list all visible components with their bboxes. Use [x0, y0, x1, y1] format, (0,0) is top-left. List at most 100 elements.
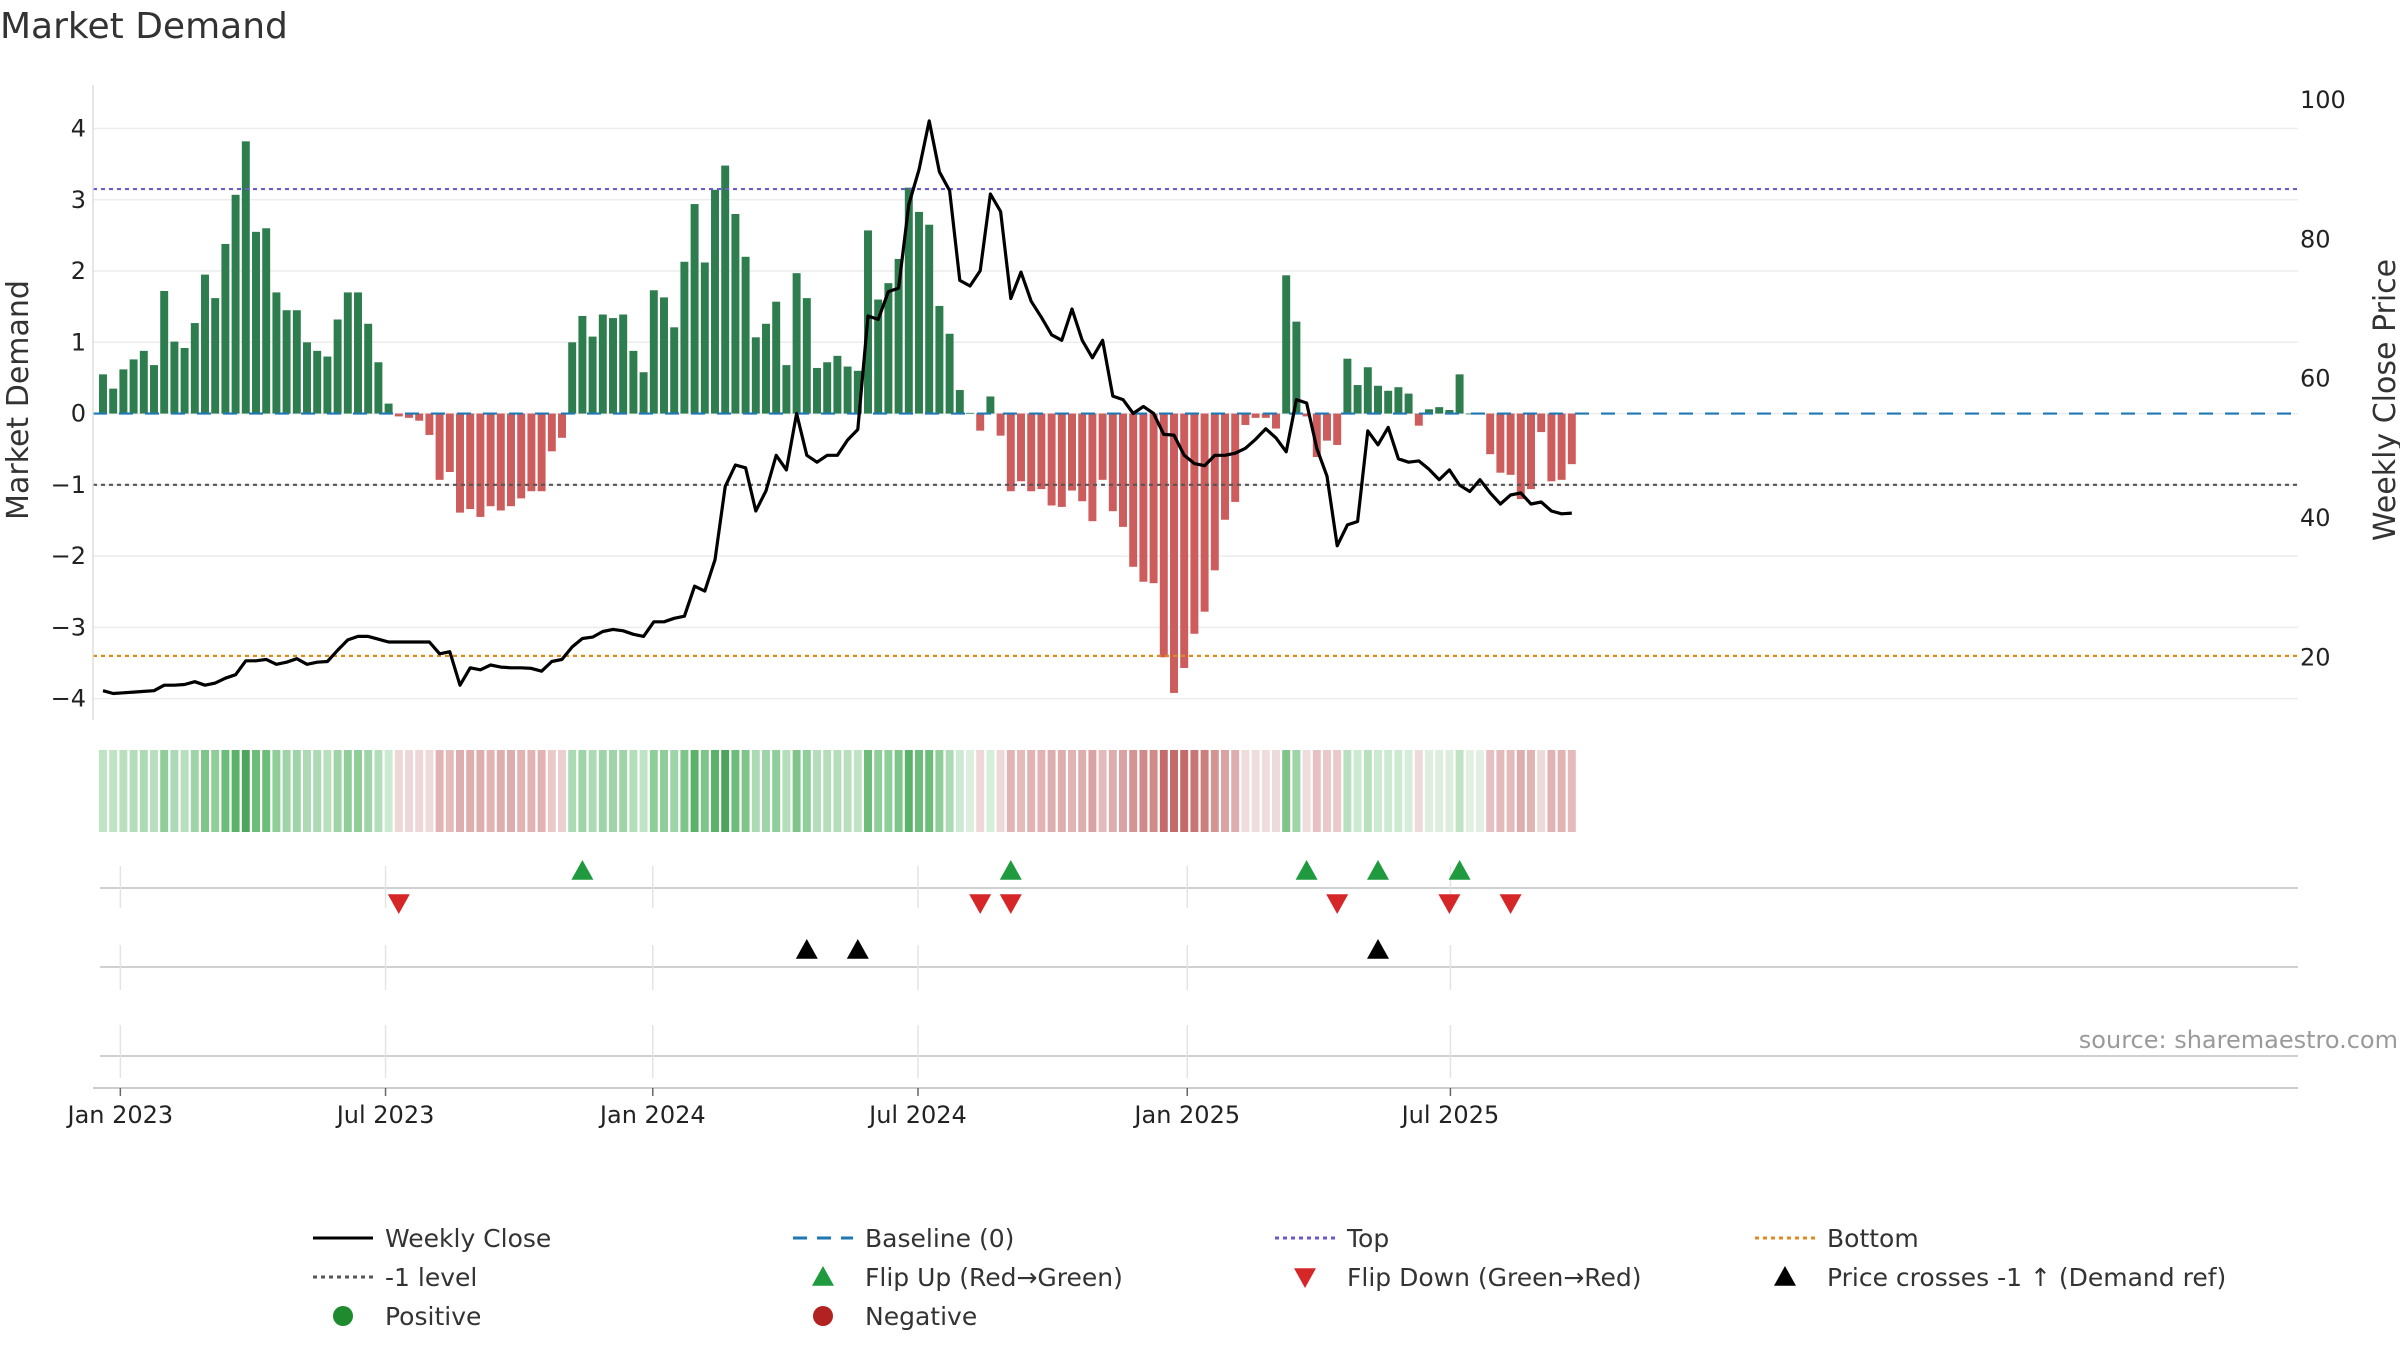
heat-cell — [1394, 750, 1403, 832]
demand-bar — [1414, 413, 1423, 426]
demand-bar — [160, 290, 169, 414]
heat-cell — [629, 750, 638, 832]
heat-cell — [986, 750, 995, 832]
price-cross-marker — [1367, 939, 1389, 959]
heat-cell — [1251, 750, 1260, 832]
heat-cell — [1414, 750, 1423, 832]
heat-cell — [1374, 750, 1382, 832]
heat-cell — [1078, 750, 1087, 832]
demand-bar — [1312, 413, 1321, 458]
flip-up-marker — [999, 860, 1022, 880]
demand-bar — [1017, 413, 1025, 482]
heat-cell — [425, 750, 434, 832]
price-cross-marker — [846, 939, 869, 959]
demand-bar — [1302, 413, 1311, 417]
right-axis-title: Weekly Close Price — [2368, 259, 2400, 541]
legend-label: Baseline (0) — [865, 1224, 1014, 1253]
heat-cell — [374, 750, 383, 832]
heat-cell — [99, 750, 107, 832]
legend-swatch-circle — [333, 1306, 353, 1326]
heat-cell — [507, 750, 515, 832]
heat-cell — [343, 750, 352, 832]
demand-bar — [476, 413, 485, 517]
heat-cell — [1200, 750, 1209, 832]
demand-bar — [262, 228, 271, 414]
source-credit: source: sharemaestro.com — [2079, 1026, 2398, 1054]
y-right-tick-label: 20 — [2300, 643, 2331, 671]
demand-bar — [99, 374, 107, 414]
legend-swatch-circle — [813, 1306, 833, 1326]
heat-cell — [955, 750, 964, 832]
legend-item: Flip Down (Green→Red) — [1294, 1263, 1642, 1292]
demand-bar — [1282, 275, 1291, 414]
demand-bar — [1445, 410, 1454, 414]
flip-down-marker — [1499, 894, 1522, 914]
heat-cell — [1465, 750, 1474, 832]
demand-bar — [782, 365, 791, 414]
heat-cell — [1333, 750, 1342, 832]
heat-cell — [537, 750, 546, 832]
demand-bar — [415, 413, 424, 421]
flip-up-marker — [1295, 860, 1318, 880]
demand-bar — [1394, 387, 1403, 414]
heat-cell — [1149, 750, 1158, 832]
demand-bar — [1210, 413, 1219, 571]
heat-cell — [1537, 750, 1546, 832]
legend-label: Flip Up (Red→Green) — [865, 1263, 1123, 1292]
demand-bar — [700, 262, 709, 414]
demand-bar — [823, 362, 832, 414]
flip-down-marker — [1438, 894, 1461, 914]
demand-bar — [139, 350, 148, 414]
weekly-close-line — [102, 119, 1572, 696]
chart-title: Market Demand — [0, 6, 288, 47]
demand-bar — [690, 204, 699, 414]
y-left-tick-label: 3 — [71, 186, 86, 214]
left-axis-title: Market Demand — [1, 280, 36, 520]
y-right-tick-label: 100 — [2300, 86, 2346, 114]
heat-cell — [996, 750, 1005, 832]
heat-cell — [456, 750, 464, 832]
heat-cell — [231, 750, 240, 832]
demand-bar — [527, 413, 536, 492]
demand-bar — [1221, 413, 1229, 520]
heat-cell — [578, 750, 587, 832]
demand-bar — [466, 413, 475, 510]
heat-cell — [180, 750, 189, 832]
y-right-tick-label: 60 — [2300, 365, 2331, 393]
heat-cell — [262, 750, 271, 832]
heat-cell — [1527, 750, 1535, 832]
demand-bar — [1108, 413, 1117, 512]
heat-cell — [598, 750, 607, 832]
demand-bar — [1384, 390, 1393, 414]
heat-cell — [476, 750, 485, 832]
heat-cell — [1180, 750, 1189, 832]
demand-bar — [1098, 413, 1107, 480]
heat-cell — [966, 750, 974, 832]
legend-label: -1 level — [385, 1263, 477, 1292]
legend-label: Flip Down (Green→Red) — [1347, 1263, 1642, 1292]
demand-bar — [1180, 413, 1189, 668]
heat-cell — [1231, 750, 1240, 832]
demand-bar — [1231, 413, 1240, 502]
heat-cell — [1190, 750, 1199, 832]
demand-bar — [1547, 413, 1556, 482]
heat-cell — [354, 750, 362, 832]
demand-bar — [517, 413, 526, 499]
demand-bar — [619, 314, 628, 414]
demand-bar — [364, 323, 373, 414]
heat-cell — [1170, 750, 1178, 832]
demand-bar — [813, 367, 821, 414]
price-cross-marker — [795, 939, 818, 959]
legend-item: Price crosses -1 ↑ (Demand ref) — [1774, 1263, 2226, 1292]
legend-item: Flip Up (Red→Green) — [812, 1263, 1123, 1292]
demand-bar — [1527, 413, 1535, 490]
demand-bar — [1353, 385, 1362, 414]
heat-cell — [762, 750, 770, 832]
demand-bar — [221, 243, 230, 414]
demand-bar — [1496, 413, 1505, 473]
demand-bar — [792, 273, 801, 414]
y-left-tick-label: 0 — [71, 400, 86, 428]
demand-bar — [1251, 413, 1260, 418]
demand-bar — [394, 413, 403, 417]
heat-cell — [802, 750, 811, 832]
